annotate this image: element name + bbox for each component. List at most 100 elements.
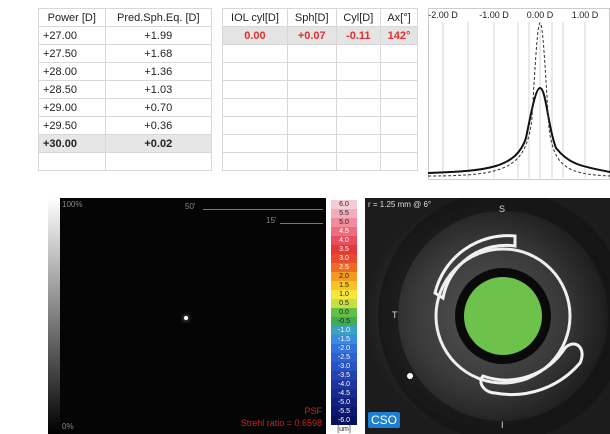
scale-unit: [um] [331, 425, 357, 434]
x-tick-label: 0.00 D [527, 10, 554, 20]
logo: CSO [368, 412, 401, 428]
scale-cell: -3.5 [331, 371, 357, 380]
empty-row [222, 116, 418, 135]
scale-cell: 0.5 [331, 299, 357, 308]
row: +29.50 +0.36 [38, 116, 213, 135]
header-cell: Sph[D] [286, 8, 337, 27]
row: +27.50 +1.68 [38, 44, 213, 63]
scale-cell: 5.0 [331, 218, 357, 227]
row: +28.00 +1.36 [38, 62, 213, 81]
cell: +1.36 [104, 62, 213, 81]
cell [222, 44, 288, 63]
scale-cell: 2.5 [331, 263, 357, 272]
cell: 142° [380, 26, 418, 45]
cell [380, 98, 418, 117]
ring-label: 15' [266, 216, 277, 225]
temporal-label: T [392, 310, 398, 320]
cell [380, 116, 418, 135]
scale-cell: 3.0 [331, 254, 357, 263]
x-tick-label: -2.00 D [428, 10, 458, 20]
psf-panel: 100% 0% 50' 15' PSF Strehl ratio = 0.659… [48, 198, 326, 434]
row: 0.00 +0.07 -0.11 142° [222, 26, 418, 45]
cell: +30.00 [38, 134, 106, 153]
header-cell: Cyl[D] [335, 8, 382, 27]
x-ticks: -2.00 D -1.00 D 0.00 D 1.00 D [428, 10, 599, 20]
cell [222, 80, 288, 99]
cell [380, 152, 418, 171]
radius-label: r = 1.25 mm @ 6° [368, 200, 432, 209]
cell: +0.02 [104, 134, 213, 153]
chart-frame [428, 8, 610, 180]
cell [335, 152, 382, 171]
scale-cell: -4.0 [331, 380, 357, 389]
scale-cell: -4.5 [331, 389, 357, 398]
scale-cell: -5.0 [331, 398, 357, 407]
bottom-label: 0% [62, 422, 74, 431]
cell [335, 134, 382, 153]
empty-row [222, 98, 418, 117]
top-label: 100% [62, 200, 83, 209]
cell: +28.00 [38, 62, 106, 81]
cell [380, 44, 418, 63]
empty-row [222, 152, 418, 171]
psf-label: PSF [304, 406, 322, 416]
scale-cell: 0.0 [331, 308, 357, 317]
scale-cell: 1.5 [331, 281, 357, 290]
cell [38, 152, 106, 171]
empty-row [222, 62, 418, 81]
cell [286, 98, 337, 117]
scale-cell: 5.5 [331, 209, 357, 218]
curve [428, 86, 610, 174]
header-cell: IOL cyl[D] [222, 8, 288, 27]
ring-line [203, 209, 323, 210]
empty-row [38, 152, 213, 171]
psf-spot [184, 316, 188, 320]
cell [222, 134, 288, 153]
header-cell: Ax[°] [380, 8, 418, 27]
cell [286, 44, 337, 63]
scale-cell: -1.5 [331, 335, 357, 344]
ring-label: 50' [185, 202, 196, 211]
scale-cell: 3.5 [331, 245, 357, 254]
scale-cell: 6.0 [331, 200, 357, 209]
refraction-table: Power [D] Pred.Sph.Eq. [D] +27.00 +1.99 +27.… [38, 8, 213, 171]
header-row: Power [D] Pred.Sph.Eq. [D] [38, 8, 213, 27]
cell [222, 152, 288, 171]
row: +27.00 +1.99 [38, 26, 213, 45]
cell [286, 152, 337, 171]
empty-row [222, 44, 418, 63]
cell: +27.50 [38, 44, 106, 63]
cell: -0.11 [335, 26, 382, 45]
header-cell: Power [D] [38, 8, 106, 27]
row: +28.50 +1.03 [38, 80, 213, 99]
cell: +0.07 [286, 26, 337, 45]
scale-cell: -5.5 [331, 407, 357, 416]
cell [335, 116, 382, 135]
cell: +29.50 [38, 116, 106, 135]
scale-cell: -6.0 [331, 416, 357, 425]
cell [222, 62, 288, 81]
row: +29.00 +0.70 [38, 98, 213, 117]
cell [222, 116, 288, 135]
empty-row [222, 80, 418, 99]
scale-cell: -1.0 [331, 326, 357, 335]
cell [335, 80, 382, 99]
cell [286, 62, 337, 81]
x-tick-label: -1.00 D [479, 10, 509, 20]
scale-cell: -0.5 [331, 317, 357, 326]
curve-dashed [428, 22, 610, 177]
cell: +29.00 [38, 98, 106, 117]
defocus-chart: -2.00 D -1.00 D 0.00 D 1.00 D [428, 8, 610, 180]
cell [380, 62, 418, 81]
scale-cell: 4.5 [331, 227, 357, 236]
cell: +27.00 [38, 26, 106, 45]
cell [335, 62, 382, 81]
cell [286, 116, 337, 135]
scale-cell: -2.5 [331, 353, 357, 362]
cell: +0.36 [104, 116, 213, 135]
row: +30.00 +0.02 [38, 134, 213, 153]
cell [380, 134, 418, 153]
cell [335, 98, 382, 117]
superior-label: S [499, 204, 506, 214]
